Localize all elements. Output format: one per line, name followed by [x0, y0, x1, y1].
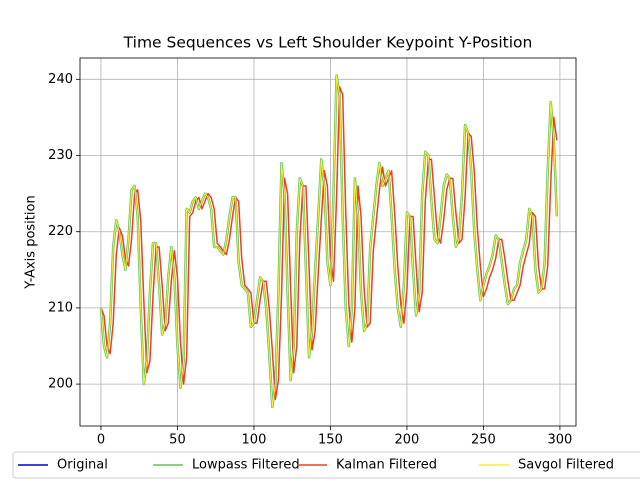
- x-tick-label: 0: [97, 433, 105, 448]
- y-tick-label: 200: [48, 377, 73, 392]
- x-tick-label: 200: [395, 433, 420, 448]
- y-tick-label: 210: [48, 300, 73, 315]
- series-line: [99, 74, 559, 409]
- series-line: [100, 75, 558, 408]
- x-tick-label: 50: [169, 433, 186, 448]
- y-axis-label: Y-Axis position: [24, 195, 39, 289]
- legend: Original Lowpass Filtered Kalman Filtered S…: [12, 451, 640, 479]
- legend-label: Lowpass Filtered: [192, 458, 300, 473]
- plot-frame: [79, 57, 577, 427]
- series-line: [100, 86, 558, 401]
- x-tick-label: 250: [471, 433, 496, 448]
- legend-label: Kalman Filtered: [336, 458, 437, 473]
- chart-title: Time Sequences vs Left Shoulder Keypoint…: [123, 34, 533, 52]
- legend-label: Original: [57, 458, 108, 473]
- y-tick-label: 220: [48, 224, 73, 239]
- x-tick-label: 300: [548, 433, 573, 448]
- legend-label: Savgol Filtered: [518, 458, 614, 473]
- x-tick-label: 100: [242, 433, 267, 448]
- y-tick-label: 240: [48, 72, 73, 87]
- x-tick-label: 150: [318, 433, 343, 448]
- y-tick-label: 230: [48, 148, 73, 163]
- series-line: [100, 74, 558, 408]
